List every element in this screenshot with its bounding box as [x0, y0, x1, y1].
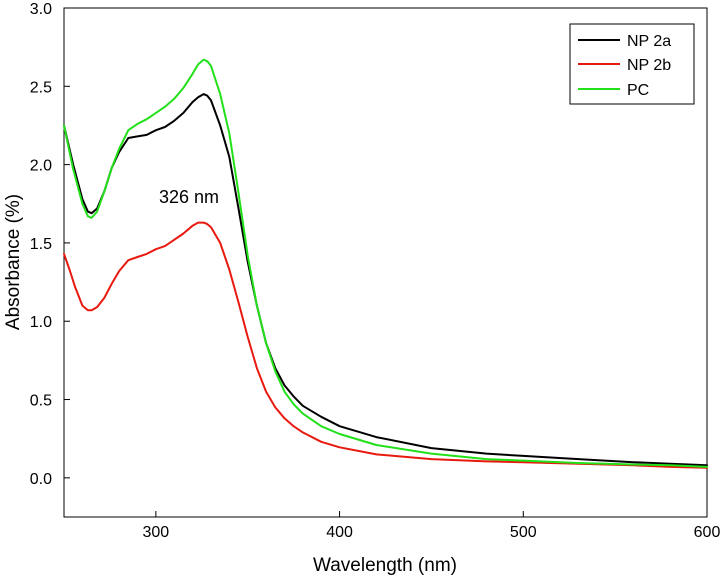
x-axis-title: Wavelength (nm) [313, 555, 457, 575]
x-tick-label: 500 [510, 524, 537, 541]
y-tick-label: 0.0 [30, 471, 52, 488]
y-tick-label: 3.0 [30, 1, 52, 18]
series-line-pc [63, 58, 708, 468]
y-tick-label: 1.0 [30, 314, 52, 331]
legend-label-np2b: NP 2b [627, 57, 671, 74]
y-axis-title: Absorbance (%) [3, 194, 24, 330]
x-tick-label: 600 [694, 524, 721, 541]
legend: NP 2a NP 2b PC [569, 23, 695, 105]
y-tick-label: 2.5 [30, 79, 52, 96]
y-tick-label: 1.5 [30, 236, 52, 253]
legend-label-np2a: NP 2a [627, 33, 671, 50]
y-tick-label: 2.0 [30, 158, 52, 175]
y-tick-label: 0.5 [30, 393, 52, 410]
peak-annotation: 326 nm [159, 187, 219, 207]
x-tick-label: 300 [143, 524, 170, 541]
series-group [63, 58, 708, 469]
legend-label-pc: PC [627, 82, 649, 99]
x-tick-label: 400 [326, 524, 353, 541]
series-line-np2b [63, 221, 708, 469]
